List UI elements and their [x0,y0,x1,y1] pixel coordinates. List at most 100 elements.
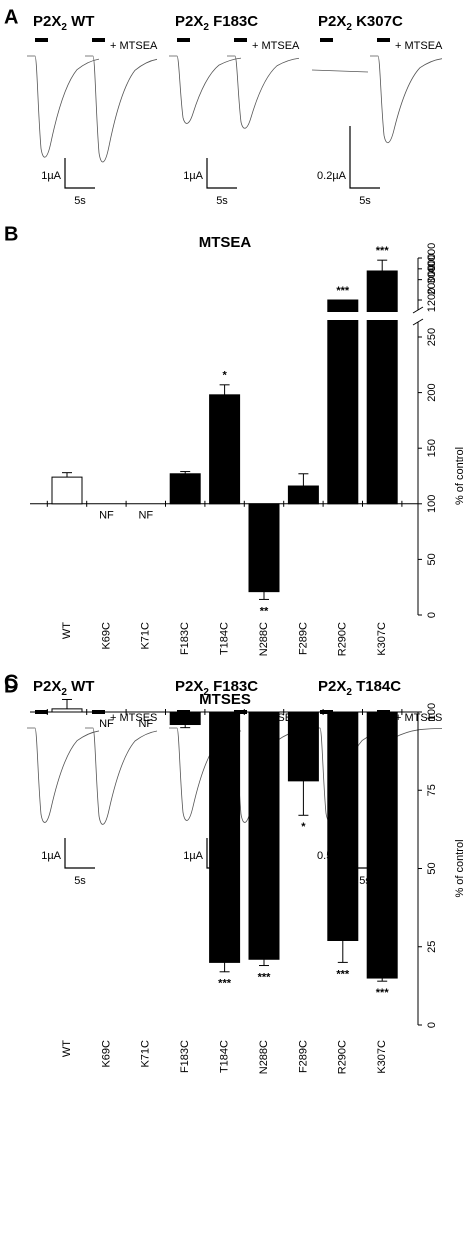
panel-letter: B [4,223,18,245]
title-sub: 2 [61,687,67,698]
bar [287,485,319,505]
x-tick-label: F289C [297,622,309,655]
annotation: * [301,821,306,833]
panel-letter: C [4,671,18,693]
annotation: ** [260,605,269,617]
chart-title: MTSES [199,691,251,708]
bar [169,473,201,505]
trace-title: P2X2 F183C [175,13,258,33]
y-tick-label: 0 [426,612,438,618]
title-sub: 2 [203,687,209,698]
title-name: F183C [209,678,258,695]
current-trace [169,55,242,124]
y-tick-label: 200 [426,383,438,401]
title-name: T184C [352,678,401,695]
bar [209,394,241,505]
title-base: P2X [33,13,61,30]
bar [209,711,241,963]
trace-title: P2X2 WT [33,13,94,33]
x-tick-label: K69C [100,622,112,650]
scale-time: 5s [359,195,371,207]
y-tick-label: 25 [426,941,438,953]
x-tick-label: WT [61,622,73,639]
bar [51,708,83,713]
title-sub: 2 [346,22,352,33]
treatment-label: + MTSEA [395,40,443,52]
y-tick-label: 50 [426,862,438,874]
y-tick-label: 100 [426,495,438,513]
trace-title: P2X2 WT [33,678,94,698]
treatment-label: + MTSES [395,712,442,724]
bar [327,711,359,941]
x-tick-label: F183C [179,622,191,655]
annotation: *** [258,971,272,983]
application-bar [177,38,190,42]
x-tick-label: K307C [376,622,388,656]
x-tick-label: T184C [219,622,231,655]
y-tick-label: 100 [426,703,438,721]
x-tick-label: F183C [179,1040,191,1073]
scale-time: 5s [74,875,86,887]
trace-title: P2X2 F183C [175,678,258,698]
x-tick-label: F289C [297,1040,309,1073]
annotation: *** [336,968,350,980]
x-tick-label: R290C [337,622,349,656]
title-name: WT [67,678,95,695]
bar [51,476,83,505]
panel-letter: D [4,675,18,697]
scale-time: 5s [216,195,228,207]
application-bar [377,38,390,42]
axis-break-mark [412,306,424,326]
x-tick-label: K71C [140,622,152,650]
treatment-label: + MTSEA [252,40,300,52]
panel-letter: A [4,6,18,28]
bar [169,711,201,726]
bar-break-gap [326,312,359,320]
annotation: NF [138,510,153,522]
trace-title: P2X2 K307C [318,13,403,33]
treatment-label: + MTSES [110,712,157,724]
y-tick-label: 0 [426,1022,438,1028]
annotation: *** [218,978,232,990]
scale-bar [64,158,95,189]
x-tick-label: K307C [376,1040,388,1074]
title-base: P2X [318,13,346,30]
annotation: *** [376,245,390,257]
y-tick-label: 20000 [426,264,438,295]
bar [248,711,280,960]
current-trace [85,727,158,825]
title-name: WT [67,13,95,30]
treatment-label: + MTSEA [110,40,158,52]
scale-bar [349,126,380,189]
application-bar [234,38,247,42]
current-trace [85,55,158,163]
title-base: P2X [33,678,61,695]
title-base: P2X [175,678,203,695]
annotation: NF [99,510,114,522]
y-axis-label: % of control [454,447,466,505]
current-trace [27,727,100,823]
y-axis-label: % of control [454,839,466,897]
x-tick-label: N288C [258,622,270,656]
bar [327,299,359,505]
title-sub: 2 [61,22,67,33]
chart-title: MTSEA [199,234,252,251]
title-base: P2X [318,678,346,695]
y-tick-label: 75 [426,784,438,796]
annotation: * [222,370,227,382]
trace-title: P2X2 T184C [318,678,401,698]
y-tick-label: 1200 [426,288,438,312]
y-tick-label: 150 [426,439,438,457]
title-sub: 2 [346,687,352,698]
y-tick-label: 40000 [426,243,438,274]
title-base: P2X [175,13,203,30]
x-tick-label: K71C [140,1040,152,1068]
y-tick-label: 30000 [426,254,438,285]
y-tick-label: 50 [426,553,438,565]
scale-current: 0.2µA [317,170,347,182]
application-bar [35,38,48,42]
scale-current: 1µA [41,170,61,182]
current-trace [311,69,369,73]
title-name: F183C [209,13,258,30]
